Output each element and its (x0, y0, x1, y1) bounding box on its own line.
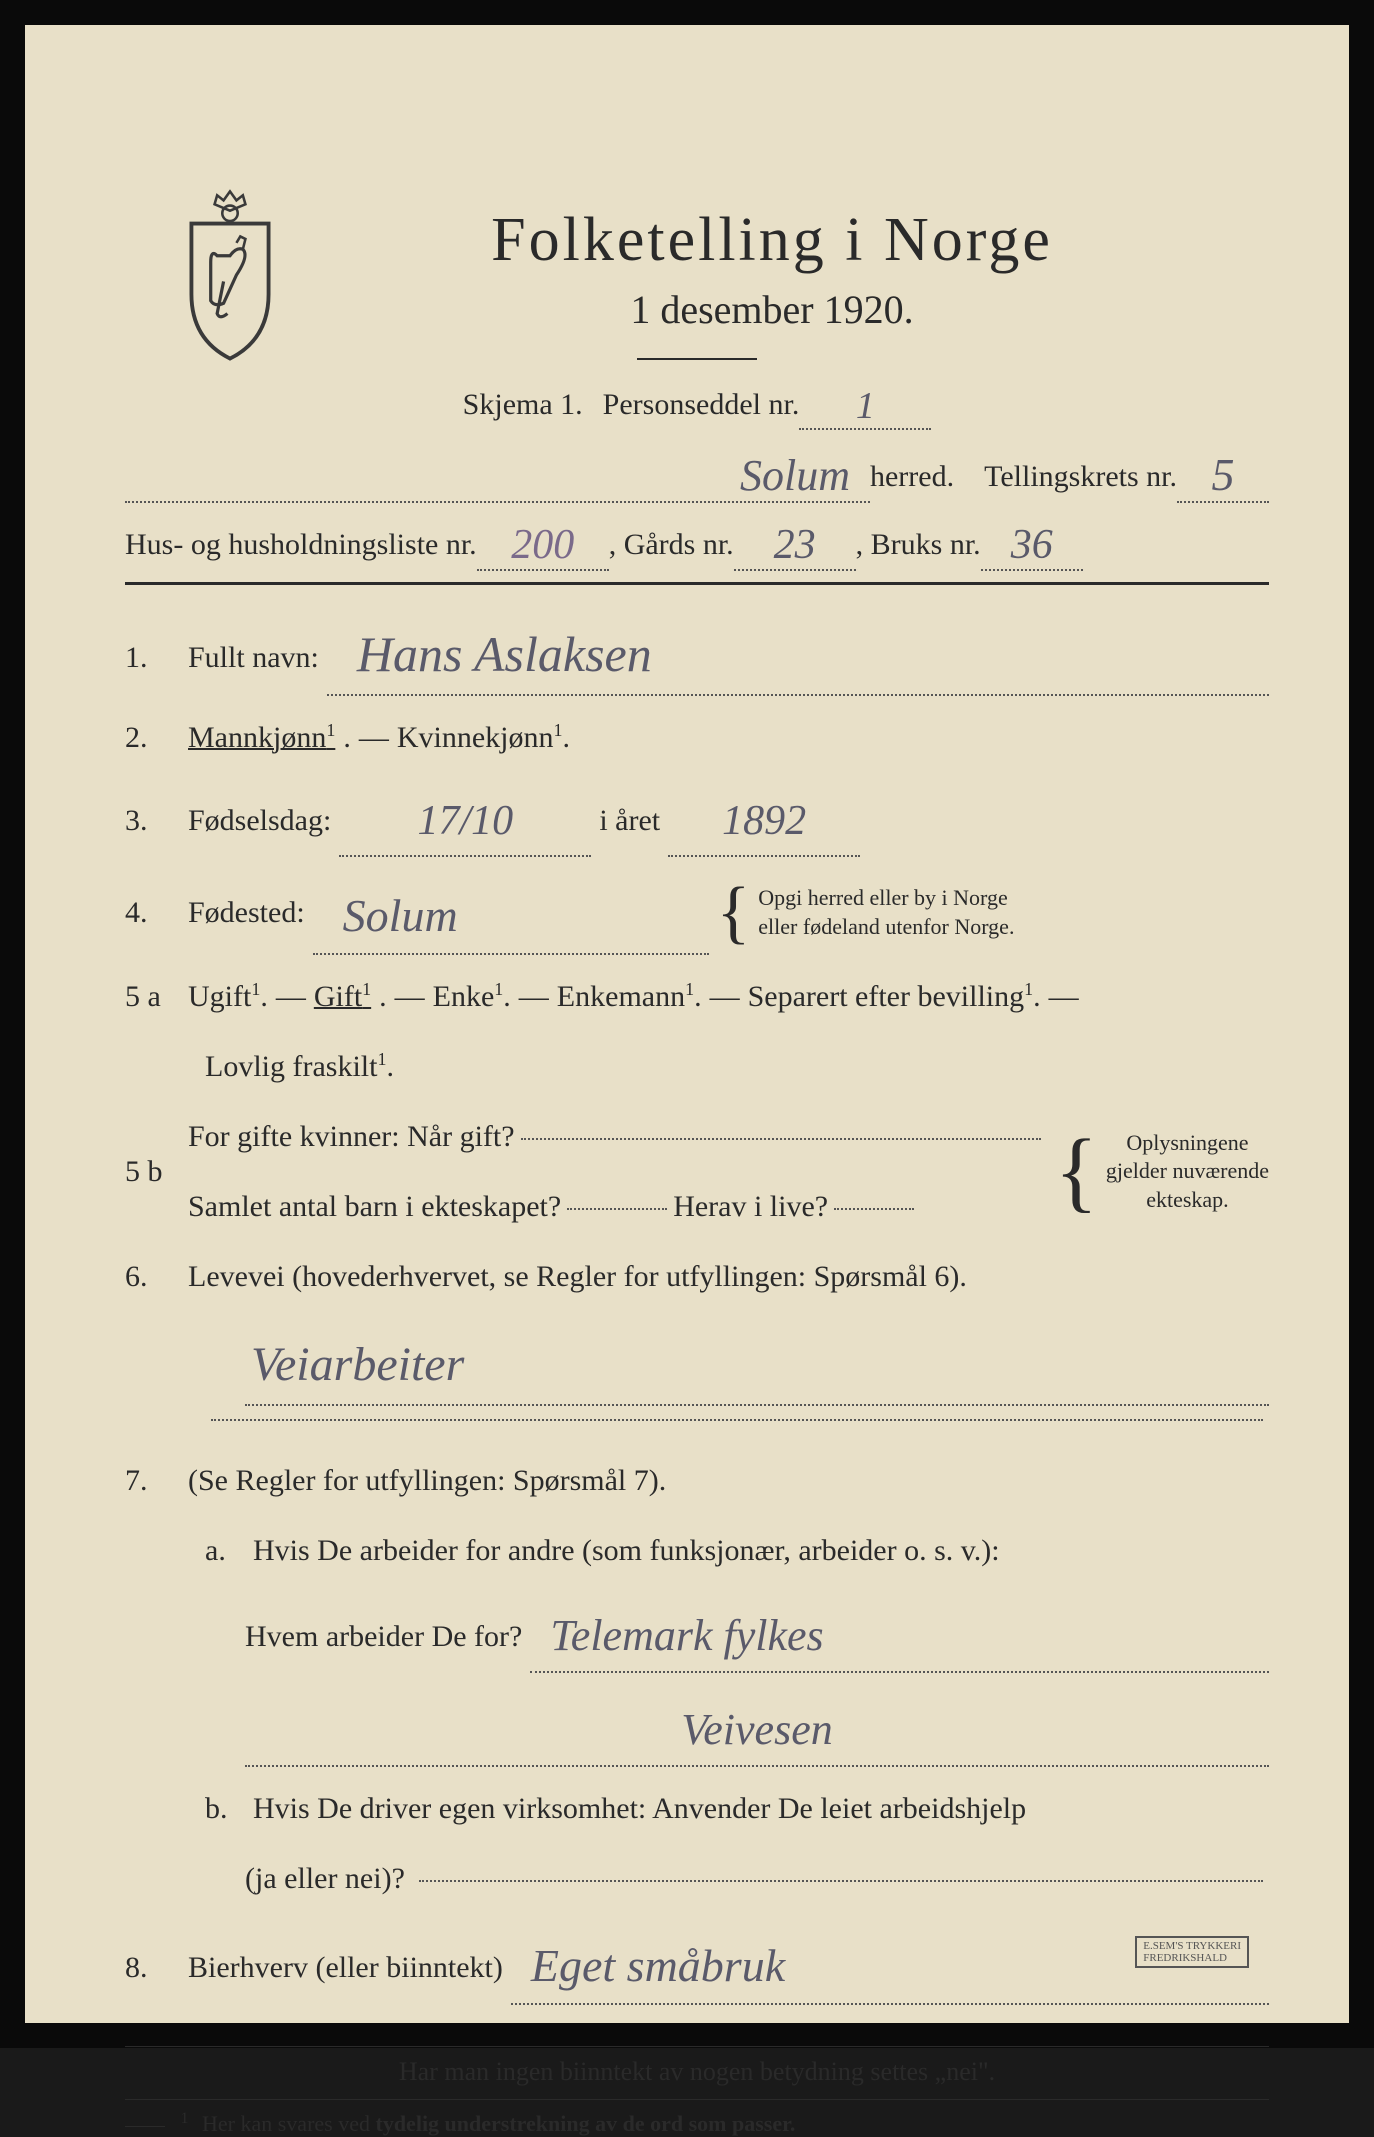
footnote-num: 1 (181, 2110, 189, 2127)
q7b-label2: (ja eller nei)? (245, 1855, 405, 1903)
q5b-brace-icon: { (1055, 1136, 1098, 1208)
q7a-row3: Veivesen (125, 1691, 1269, 1763)
footer-note: Har man ingen biinntekt av nogen betydni… (125, 2057, 1269, 2087)
q7-label: (Se Regler for utfyllingen: Spørsmål 7). (188, 1457, 666, 1505)
q4-label: Fødested: (188, 889, 305, 937)
q3-year-label: i året (599, 797, 660, 845)
printer-stamp: E.SEM'S TRYKKERIFREDRIKSHALD (1135, 1936, 1249, 1968)
q5a-enke: Enke1. (433, 973, 511, 1021)
q3-row: 3. Fødselsdag: 17/10 i året 1892 (125, 784, 1269, 853)
q3-day: 17/10 (339, 788, 591, 857)
q5a-num: 5 a (125, 973, 180, 1021)
q5b-num: 5 b (125, 1148, 180, 1196)
q7b-num: b. (205, 1785, 245, 1833)
q5a-separert: Separert efter bevilling1. (748, 973, 1041, 1021)
q5a-gift: Gift1 (314, 973, 371, 1021)
q5a-enkemann: Enkemann1. (557, 973, 702, 1021)
q3-num: 3. (125, 797, 180, 845)
footer-rule-1 (125, 2046, 1269, 2047)
q5b-label3: Herav i live? (673, 1183, 828, 1231)
q5a-fraskilt: Lovlig fraskilt1. (205, 1043, 394, 1091)
q5b-label2: Samlet antal barn i ekteskapet? (188, 1183, 561, 1231)
q1-num: 1. (125, 634, 180, 682)
footer-rule-2 (125, 2099, 1269, 2100)
q6-num: 6. (125, 1253, 180, 1301)
q5b-row: 5 b For gifte kvinner: Når gift? Samlet … (125, 1113, 1269, 1231)
q5a-row2: Lovlig fraskilt1. (125, 1043, 1269, 1091)
q4-num: 4. (125, 889, 180, 937)
bruks-label: , Bruks nr. (856, 528, 981, 562)
q5b-label1: For gifte kvinner: Når gift? (188, 1113, 515, 1161)
q3-label: Fødselsdag: (188, 797, 331, 845)
husliste-line: Hus- og husholdningsliste nr. 200 , Gård… (125, 517, 1269, 567)
herred-line: Solum herred. Tellingskrets nr. 5 (125, 444, 1269, 499)
q7a-label2: Hvem arbeider De for? (245, 1613, 522, 1661)
q2-mann: Mannkjønn1 (188, 714, 335, 762)
q1-label: Fullt navn: (188, 634, 319, 682)
q6-row: 6. Levevei (hovederhvervet, se Regler fo… (125, 1253, 1269, 1301)
q3-year: 1892 (668, 788, 860, 857)
q6-label: Levevei (hovederhvervet, se Regler for u… (188, 1253, 967, 1301)
q7a-value1: Telemark fylkes (530, 1601, 1269, 1673)
q2-num: 2. (125, 714, 180, 762)
husliste-label: Hus- og husholdningsliste nr. (125, 528, 477, 562)
q7b-row2: (ja eller nei)? (125, 1855, 1269, 1903)
page-subtitle: 1 desember 1920. (275, 286, 1269, 333)
heavy-divider (125, 582, 1269, 585)
q4-row: 4. Fødested: Solum { Opgi herred eller b… (125, 875, 1269, 951)
q7-row: 7. (Se Regler for utfyllingen: Spørsmål … (125, 1457, 1269, 1505)
q8-label: Bierhverv (eller biinntekt) (188, 1944, 503, 1992)
q1-row: 1. Fullt navn: Hans Aslaksen (125, 610, 1269, 692)
q8-row: 8. Bierhverv (eller biinntekt) Eget småb… (125, 1925, 1269, 2001)
herred-value: Solum (125, 450, 870, 503)
skjema-label: Skjema 1. (463, 388, 583, 422)
questions: 1. Fullt navn: Hans Aslaksen 2. Mannkjøn… (125, 610, 1269, 2137)
q7a-num: a. (205, 1527, 245, 1575)
tellingskrets-nr: 5 (1177, 448, 1269, 503)
coat-of-arms-icon (165, 185, 295, 365)
q1-value: Hans Aslaksen (327, 614, 1269, 696)
herred-label: herred. (870, 460, 954, 494)
q6-blank-row (125, 1424, 1269, 1427)
bruks-nr: 36 (981, 521, 1083, 571)
census-form-page: Folketelling i Norge 1 desember 1920. Sk… (0, 0, 1374, 2048)
q2-kvinne: Kvinnekjønn1. (397, 714, 570, 762)
q2-row: 2. Mannkjønn1. — Kvinnekjønn1. (125, 714, 1269, 762)
q7b-row1: b. Hvis De driver egen virksomhet: Anven… (125, 1785, 1269, 1833)
q6-value-row: Veiarbeiter (125, 1323, 1269, 1402)
q5b-note: Oplysningene gjelder nuværende ekteskap. (1106, 1129, 1269, 1215)
q7b-label1: Hvis De driver egen virksomhet: Anvender… (253, 1785, 1026, 1833)
q2-dash: — (359, 714, 389, 762)
q5a-ugift: Ugift1. (188, 973, 268, 1021)
skjema-line: Skjema 1. Personseddel nr. 1 (125, 380, 1269, 426)
gards-nr: 23 (734, 521, 856, 571)
gards-label: , Gårds nr. (609, 528, 734, 562)
q7a-value2: Veivesen (245, 1695, 1269, 1767)
q7a-row1: a. Hvis De arbeider for andre (som funks… (125, 1527, 1269, 1575)
tellingskrets-label: Tellingskrets nr. (984, 460, 1177, 494)
header-divider (637, 358, 757, 360)
q5a-row: 5 a Ugift1. — Gift1. — Enke1. — Enkemann… (125, 973, 1269, 1021)
husliste-nr: 200 (477, 521, 609, 571)
q8-num: 8. (125, 1944, 180, 1992)
personseddel-nr: 1 (799, 384, 931, 430)
page-title: Folketelling i Norge (275, 205, 1269, 276)
q4-value: Solum (313, 879, 709, 955)
q7a-label1: Hvis De arbeider for andre (som funksjon… (253, 1527, 1000, 1575)
q7-num: 7. (125, 1457, 180, 1505)
footnote-row: 1 Her kan svares ved tydelig understrekn… (125, 2110, 1269, 2137)
q4-brace-icon: { (717, 885, 751, 941)
personseddel-label: Personseddel nr. (603, 388, 800, 422)
header: Folketelling i Norge 1 desember 1920. (125, 205, 1269, 360)
q4-note: Opgi herred eller by i Norge eller fødel… (758, 884, 1014, 941)
q7a-row2: Hvem arbeider De for? Telemark fylkes (125, 1597, 1269, 1669)
q6-value: Veiarbeiter (245, 1327, 1269, 1406)
